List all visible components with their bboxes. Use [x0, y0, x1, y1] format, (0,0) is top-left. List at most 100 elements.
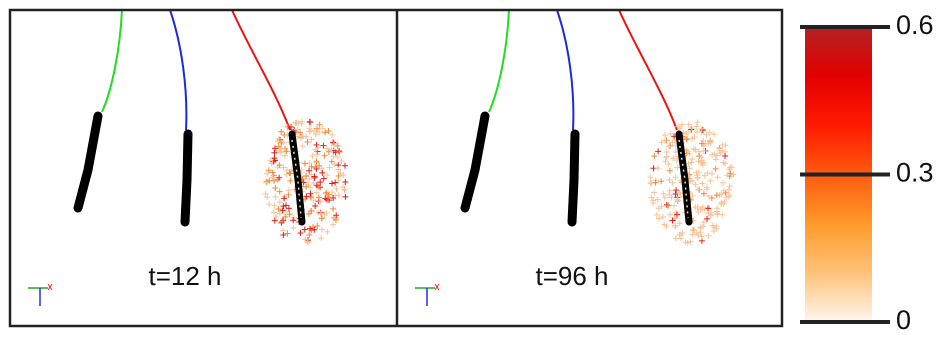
particle — [693, 123, 700, 130]
particle — [342, 179, 349, 186]
particle — [317, 198, 324, 205]
particle — [326, 164, 333, 171]
particle — [283, 148, 290, 155]
particle — [684, 239, 691, 246]
particle — [328, 146, 335, 153]
particle — [672, 149, 679, 156]
particle — [276, 174, 283, 181]
particle — [308, 207, 315, 214]
particle — [320, 175, 327, 182]
particle — [313, 189, 320, 196]
particle — [316, 121, 323, 128]
particle — [662, 158, 669, 165]
particle — [307, 225, 314, 232]
panel: t=96 h — [415, 9, 737, 306]
particle — [307, 184, 314, 191]
particle — [271, 202, 278, 209]
particle — [265, 167, 272, 174]
particle — [276, 210, 283, 217]
particle — [276, 199, 283, 206]
particle — [311, 173, 318, 180]
colorbar-tick-label: 0.6 — [896, 10, 934, 40]
particle — [341, 162, 348, 169]
particle — [308, 163, 315, 170]
particle — [271, 149, 278, 156]
particle — [315, 183, 322, 190]
particle — [671, 202, 678, 209]
particle — [324, 228, 331, 235]
particle — [713, 225, 720, 232]
particle — [280, 164, 287, 171]
particle — [278, 128, 285, 135]
particle — [692, 146, 699, 153]
particle — [711, 131, 718, 138]
particle — [694, 119, 701, 126]
particle — [304, 239, 311, 246]
particle — [691, 227, 698, 234]
particle — [698, 159, 705, 166]
particle — [266, 177, 273, 184]
particle — [688, 125, 695, 132]
green-fiber — [101, 9, 123, 113]
particle — [724, 172, 731, 179]
particle — [312, 203, 319, 210]
particle — [290, 224, 297, 231]
particle — [267, 157, 274, 164]
particle — [279, 218, 286, 225]
particle — [272, 145, 279, 152]
particle — [271, 217, 278, 224]
particle — [320, 142, 327, 149]
particle — [695, 186, 702, 193]
particle — [725, 186, 732, 193]
particle — [668, 194, 675, 201]
particle — [324, 172, 331, 179]
particle — [305, 210, 312, 217]
particle — [673, 157, 680, 164]
particle — [688, 126, 695, 133]
particle — [712, 156, 719, 163]
particle — [331, 161, 338, 168]
particle — [713, 208, 720, 215]
particle — [655, 148, 662, 155]
particle — [666, 176, 673, 183]
particle — [297, 229, 304, 236]
particle — [698, 125, 705, 132]
particle — [287, 177, 294, 184]
particle — [332, 179, 339, 186]
particle — [667, 130, 674, 137]
particle — [276, 162, 283, 169]
particle — [284, 230, 291, 237]
particle — [321, 211, 328, 218]
particle — [303, 173, 310, 180]
red-fiber — [231, 9, 291, 131]
particle — [288, 124, 295, 130]
particle — [271, 155, 278, 162]
red-fiber — [618, 9, 678, 131]
particle — [264, 194, 271, 201]
particle — [270, 209, 277, 216]
particle — [311, 127, 318, 134]
colorbar-ticks: 0 0.3 0.6 — [800, 10, 934, 335]
particle — [319, 169, 326, 176]
particle — [674, 164, 681, 171]
particle — [704, 186, 711, 193]
particle — [269, 174, 276, 181]
particle — [303, 183, 310, 190]
particle — [316, 162, 323, 169]
particle — [658, 178, 665, 185]
particle — [663, 149, 670, 156]
panels: t=12 h t=96 h — [28, 9, 737, 306]
particle — [306, 118, 313, 125]
particle — [314, 125, 321, 132]
particle — [318, 235, 325, 242]
particle — [669, 217, 676, 224]
particle — [712, 165, 719, 172]
particle — [692, 204, 699, 211]
green-fiber — [488, 9, 510, 113]
particle — [278, 148, 285, 155]
particle — [315, 194, 322, 201]
particle — [335, 173, 342, 180]
particle — [704, 170, 711, 177]
particle — [314, 144, 321, 151]
